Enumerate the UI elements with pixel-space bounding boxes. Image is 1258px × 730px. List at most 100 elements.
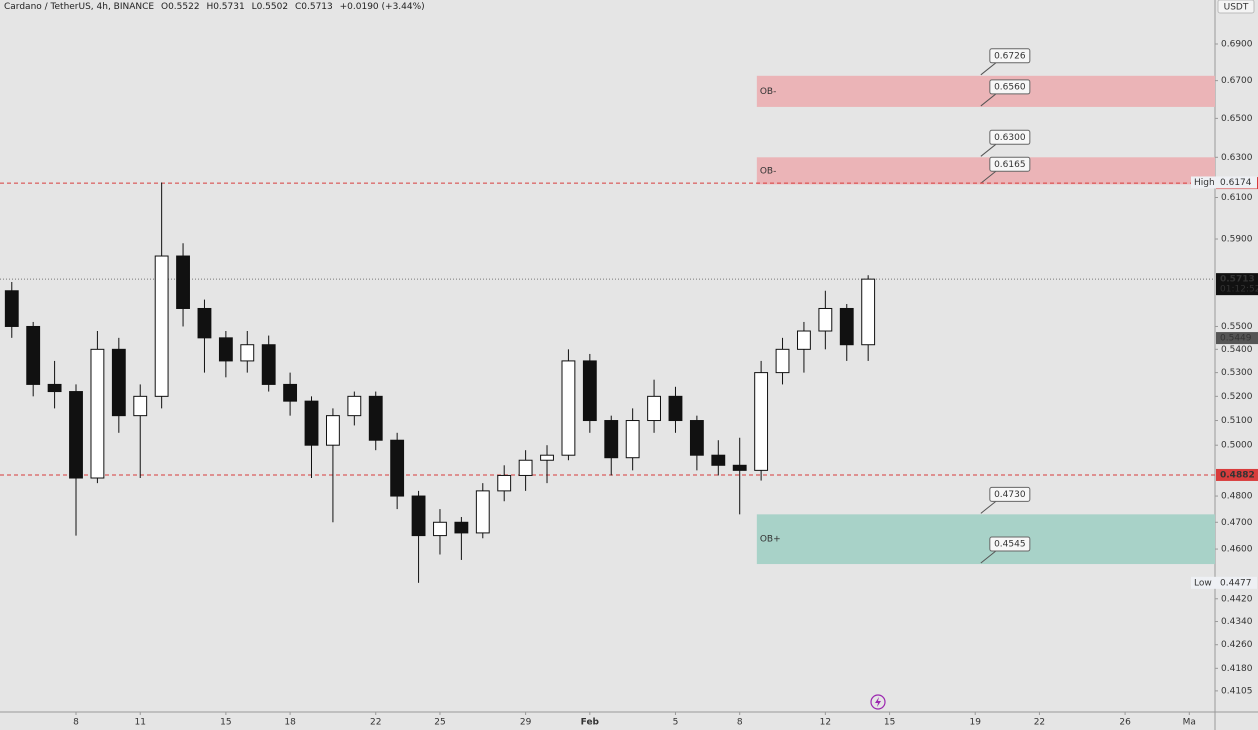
currency-box xyxy=(1217,0,1255,14)
candle-body xyxy=(732,464,747,471)
y-tick-label: 0.5500 xyxy=(1221,322,1253,332)
x-tick-label: 25 xyxy=(434,718,445,728)
candle-body xyxy=(454,521,469,534)
candle-body xyxy=(625,420,640,459)
candle-body xyxy=(475,490,490,534)
x-tick-label: 29 xyxy=(520,718,532,728)
x-tick-label: 22 xyxy=(370,718,381,728)
candle-body xyxy=(111,348,126,417)
candle-body xyxy=(4,290,19,327)
y-tick-label: 0.6500 xyxy=(1221,114,1253,124)
candle-body xyxy=(711,454,726,466)
candle-body xyxy=(283,383,298,402)
event-icon[interactable] xyxy=(870,694,886,710)
callout-box xyxy=(989,156,1031,172)
candle-body xyxy=(411,495,426,537)
order-block xyxy=(756,514,1215,565)
y-tick-label: 0.4105 xyxy=(1221,686,1253,696)
candle-body xyxy=(754,372,769,471)
y-tick-label: 0.5900 xyxy=(1221,235,1253,245)
candle-body xyxy=(797,330,811,350)
callout-box xyxy=(989,486,1031,502)
candle-body xyxy=(818,307,833,332)
y-tick-label: 0.6300 xyxy=(1221,153,1253,163)
marker-tag xyxy=(1191,576,1257,589)
x-tick-label: Feb xyxy=(581,718,600,728)
x-tick-label: 15 xyxy=(884,718,895,728)
x-tick-label: 22 xyxy=(1034,718,1045,728)
y-tick-label: 0.4600 xyxy=(1221,545,1253,555)
countdown: 01:12:52 xyxy=(1220,285,1258,295)
candle-body xyxy=(604,420,619,459)
close: C0.5713 xyxy=(295,2,333,12)
candle-body xyxy=(176,255,190,309)
y-tick-label: 0.4340 xyxy=(1221,617,1253,627)
y-tick-label: 0.4800 xyxy=(1221,492,1253,502)
y-tick-label: 0.5000 xyxy=(1221,441,1253,451)
price-badge-label: 0.5713 xyxy=(1220,275,1255,285)
candle-body xyxy=(47,383,62,393)
x-tick-label: 8 xyxy=(73,718,79,728)
candle-body xyxy=(197,307,212,339)
order-block-label: OB- xyxy=(760,166,777,176)
callout-pointer xyxy=(980,550,997,564)
callout-pointer xyxy=(980,93,997,107)
symbol: Cardano / TetherUS, 4h, BINANCE xyxy=(4,2,154,12)
y-tick-label: 0.6900 xyxy=(1221,39,1253,49)
x-tick-label: 12 xyxy=(820,718,831,728)
callout-box xyxy=(989,48,1031,64)
callout-box xyxy=(989,536,1031,552)
x-tick-label: 26 xyxy=(1119,718,1131,728)
x-tick-label: 18 xyxy=(284,718,296,728)
candle-body xyxy=(69,391,83,479)
callout-label: 0.6300 xyxy=(994,133,1026,143)
y-tick-label: 0.6700 xyxy=(1221,76,1253,86)
candle-body xyxy=(154,255,169,397)
candle-body xyxy=(668,395,683,422)
callout-box xyxy=(989,129,1031,145)
x-tick-label: 19 xyxy=(969,718,981,728)
callout-pointer xyxy=(980,500,997,514)
candle-body xyxy=(582,360,597,422)
candle-body xyxy=(561,360,576,456)
marker-name: High xyxy=(1194,178,1215,188)
indicator-label: 0.5449 xyxy=(1220,334,1252,344)
price-badge xyxy=(1216,468,1258,481)
candle-body xyxy=(390,439,405,497)
callout-label: 0.6726 xyxy=(994,51,1026,61)
currency: USDT xyxy=(1224,3,1249,13)
order-block-label: OB+ xyxy=(760,535,781,545)
marker-label: 0.6174 xyxy=(1220,178,1252,188)
callout-box xyxy=(989,79,1031,95)
candle-body xyxy=(433,521,447,537)
order-block xyxy=(756,157,1215,185)
order-block-label: OB- xyxy=(760,87,777,97)
marker-name: Low xyxy=(1194,578,1212,588)
y-tick-label: 0.4700 xyxy=(1221,518,1253,528)
y-tick-label: 0.6100 xyxy=(1221,193,1253,203)
candle-body xyxy=(347,395,362,417)
candle-body xyxy=(133,395,148,417)
candle-body xyxy=(218,337,233,362)
y-tick-label: 0.5200 xyxy=(1221,392,1253,402)
candle-body xyxy=(518,459,533,476)
header: Cardano / TetherUS, 4h, BINANCE O0.5522 … xyxy=(4,2,425,12)
x-tick-label: 8 xyxy=(737,718,743,728)
callout-label: 0.4545 xyxy=(994,540,1026,550)
candle-body xyxy=(689,420,704,456)
callout-label: 0.4730 xyxy=(994,490,1026,500)
x-tick-label: 5 xyxy=(673,718,679,728)
candle-body xyxy=(497,474,512,492)
callout-pointer xyxy=(980,62,997,76)
candle-body xyxy=(775,348,790,374)
change: +0.0190 (+3.44%) xyxy=(340,2,425,12)
candle-body xyxy=(368,395,383,441)
y-tick-label: 0.5100 xyxy=(1221,416,1253,426)
candle-body xyxy=(861,278,876,346)
open: O0.5522 xyxy=(161,2,200,12)
y-tick-label: 0.5400 xyxy=(1221,345,1253,355)
candle-body xyxy=(325,415,340,446)
price-badge-label: 0.4882 xyxy=(1220,470,1255,480)
price-badge xyxy=(1216,273,1258,296)
